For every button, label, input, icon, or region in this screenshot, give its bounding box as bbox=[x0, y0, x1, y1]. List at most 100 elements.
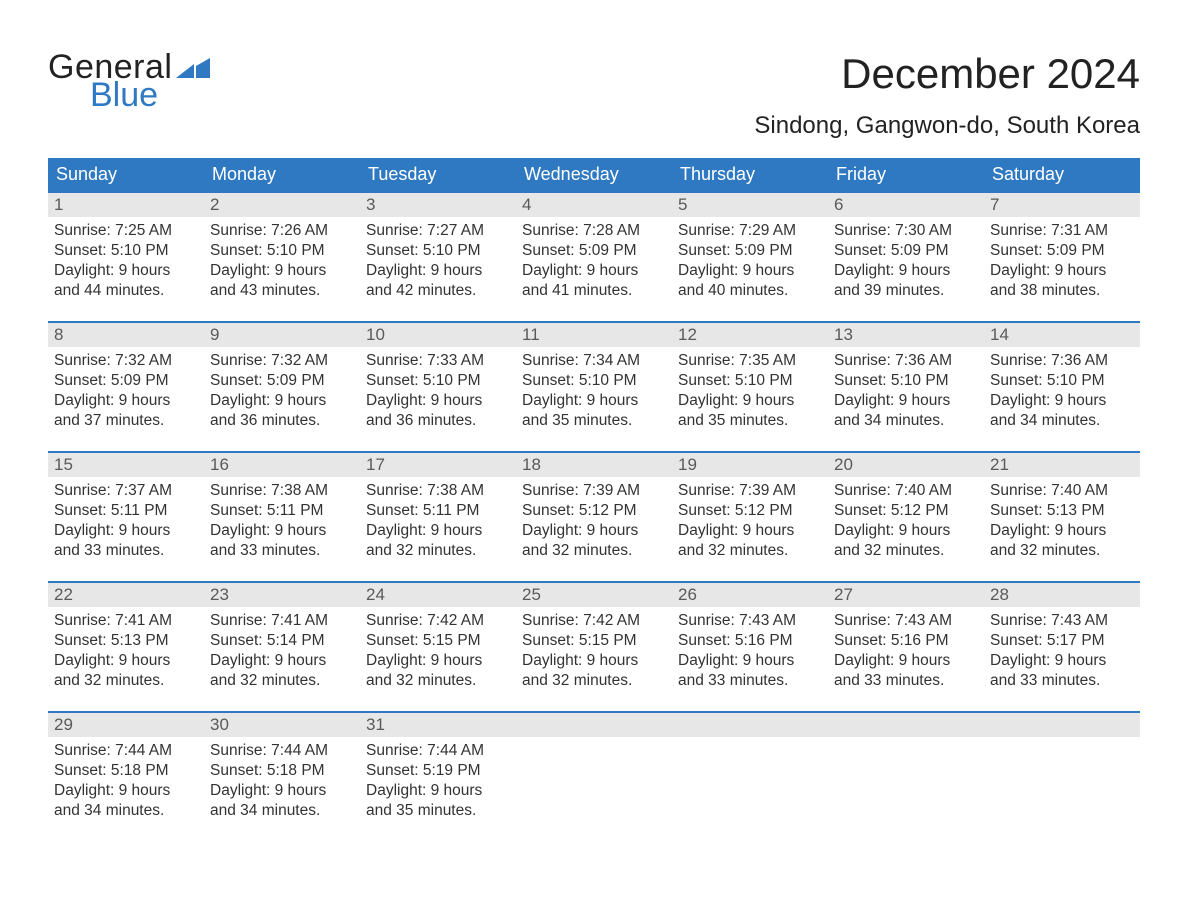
day-d1-line: Daylight: 9 hours bbox=[522, 261, 666, 281]
day-d1-line: Daylight: 9 hours bbox=[366, 391, 510, 411]
day-number: 9 bbox=[204, 323, 360, 347]
day-sunrise-line: Sunrise: 7:41 AM bbox=[54, 611, 198, 631]
day-sunrise-line: Sunrise: 7:41 AM bbox=[210, 611, 354, 631]
day-number: 4 bbox=[516, 193, 672, 217]
calendar-day-cell: 3Sunrise: 7:27 AMSunset: 5:10 PMDaylight… bbox=[360, 192, 516, 322]
day-d2-line: and 33 minutes. bbox=[834, 671, 978, 691]
day-d1-line: Daylight: 9 hours bbox=[366, 651, 510, 671]
day-sunrise-line: Sunrise: 7:42 AM bbox=[366, 611, 510, 631]
day-d2-line: and 32 minutes. bbox=[522, 541, 666, 561]
day-number: 2 bbox=[204, 193, 360, 217]
day-body: Sunrise: 7:29 AMSunset: 5:09 PMDaylight:… bbox=[672, 217, 828, 306]
day-sunset-line: Sunset: 5:13 PM bbox=[54, 631, 198, 651]
calendar-day-cell: 4Sunrise: 7:28 AMSunset: 5:09 PMDaylight… bbox=[516, 192, 672, 322]
day-sunset-line: Sunset: 5:10 PM bbox=[366, 241, 510, 261]
day-body: Sunrise: 7:41 AMSunset: 5:13 PMDaylight:… bbox=[48, 607, 204, 696]
day-body: Sunrise: 7:36 AMSunset: 5:10 PMDaylight:… bbox=[828, 347, 984, 436]
day-d2-line: and 35 minutes. bbox=[522, 411, 666, 431]
day-d2-line: and 33 minutes. bbox=[678, 671, 822, 691]
calendar-day-cell: 26Sunrise: 7:43 AMSunset: 5:16 PMDayligh… bbox=[672, 582, 828, 712]
calendar-day-cell: 11Sunrise: 7:34 AMSunset: 5:10 PMDayligh… bbox=[516, 322, 672, 452]
calendar-day-cell: 6Sunrise: 7:30 AMSunset: 5:09 PMDaylight… bbox=[828, 192, 984, 322]
day-number: 19 bbox=[672, 453, 828, 477]
day-header: Sunday bbox=[48, 158, 204, 192]
day-number: 31 bbox=[360, 713, 516, 737]
day-d1-line: Daylight: 9 hours bbox=[678, 391, 822, 411]
day-sunrise-line: Sunrise: 7:44 AM bbox=[210, 741, 354, 761]
day-d2-line: and 34 minutes. bbox=[54, 801, 198, 821]
day-d2-line: and 32 minutes. bbox=[990, 541, 1134, 561]
day-number: 16 bbox=[204, 453, 360, 477]
day-d1-line: Daylight: 9 hours bbox=[366, 781, 510, 801]
day-header: Saturday bbox=[984, 158, 1140, 192]
day-number: 24 bbox=[360, 583, 516, 607]
day-body: Sunrise: 7:26 AMSunset: 5:10 PMDaylight:… bbox=[204, 217, 360, 306]
day-sunset-line: Sunset: 5:19 PM bbox=[366, 761, 510, 781]
day-number: 15 bbox=[48, 453, 204, 477]
day-d1-line: Daylight: 9 hours bbox=[834, 521, 978, 541]
calendar-day-cell: 7Sunrise: 7:31 AMSunset: 5:09 PMDaylight… bbox=[984, 192, 1140, 322]
calendar-week-row: 8Sunrise: 7:32 AMSunset: 5:09 PMDaylight… bbox=[48, 322, 1140, 452]
day-sunrise-line: Sunrise: 7:25 AM bbox=[54, 221, 198, 241]
day-sunset-line: Sunset: 5:10 PM bbox=[366, 371, 510, 391]
day-number: 18 bbox=[516, 453, 672, 477]
day-sunrise-line: Sunrise: 7:27 AM bbox=[366, 221, 510, 241]
day-body: Sunrise: 7:39 AMSunset: 5:12 PMDaylight:… bbox=[516, 477, 672, 566]
calendar-day-cell: 8Sunrise: 7:32 AMSunset: 5:09 PMDaylight… bbox=[48, 322, 204, 452]
day-sunset-line: Sunset: 5:12 PM bbox=[522, 501, 666, 521]
calendar-day-cell: 5Sunrise: 7:29 AMSunset: 5:09 PMDaylight… bbox=[672, 192, 828, 322]
calendar-day-cell bbox=[984, 712, 1140, 841]
calendar-day-cell: 14Sunrise: 7:36 AMSunset: 5:10 PMDayligh… bbox=[984, 322, 1140, 452]
day-sunset-line: Sunset: 5:15 PM bbox=[366, 631, 510, 651]
day-sunrise-line: Sunrise: 7:34 AM bbox=[522, 351, 666, 371]
calendar-day-cell: 2Sunrise: 7:26 AMSunset: 5:10 PMDaylight… bbox=[204, 192, 360, 322]
page-title: December 2024 bbox=[754, 50, 1140, 98]
day-d2-line: and 32 minutes. bbox=[834, 541, 978, 561]
day-sunrise-line: Sunrise: 7:37 AM bbox=[54, 481, 198, 501]
calendar-week-row: 29Sunrise: 7:44 AMSunset: 5:18 PMDayligh… bbox=[48, 712, 1140, 841]
day-body: Sunrise: 7:42 AMSunset: 5:15 PMDaylight:… bbox=[516, 607, 672, 696]
logo: General Blue bbox=[48, 50, 210, 112]
day-number: 5 bbox=[672, 193, 828, 217]
day-d2-line: and 44 minutes. bbox=[54, 281, 198, 301]
day-sunrise-line: Sunrise: 7:40 AM bbox=[834, 481, 978, 501]
day-sunrise-line: Sunrise: 7:38 AM bbox=[210, 481, 354, 501]
day-body: Sunrise: 7:44 AMSunset: 5:18 PMDaylight:… bbox=[48, 737, 204, 826]
day-number: 22 bbox=[48, 583, 204, 607]
calendar-day-cell: 16Sunrise: 7:38 AMSunset: 5:11 PMDayligh… bbox=[204, 452, 360, 582]
location-subtitle: Sindong, Gangwon-do, South Korea bbox=[754, 112, 1140, 140]
day-body: Sunrise: 7:27 AMSunset: 5:10 PMDaylight:… bbox=[360, 217, 516, 306]
day-body: Sunrise: 7:25 AMSunset: 5:10 PMDaylight:… bbox=[48, 217, 204, 306]
calendar-day-cell: 19Sunrise: 7:39 AMSunset: 5:12 PMDayligh… bbox=[672, 452, 828, 582]
day-sunset-line: Sunset: 5:11 PM bbox=[366, 501, 510, 521]
day-sunset-line: Sunset: 5:09 PM bbox=[834, 241, 978, 261]
day-number: 26 bbox=[672, 583, 828, 607]
calendar-week-row: 15Sunrise: 7:37 AMSunset: 5:11 PMDayligh… bbox=[48, 452, 1140, 582]
day-sunset-line: Sunset: 5:09 PM bbox=[678, 241, 822, 261]
calendar-day-cell: 27Sunrise: 7:43 AMSunset: 5:16 PMDayligh… bbox=[828, 582, 984, 712]
calendar-day-cell: 30Sunrise: 7:44 AMSunset: 5:18 PMDayligh… bbox=[204, 712, 360, 841]
day-sunset-line: Sunset: 5:09 PM bbox=[522, 241, 666, 261]
day-d2-line: and 34 minutes. bbox=[210, 801, 354, 821]
day-sunset-line: Sunset: 5:10 PM bbox=[522, 371, 666, 391]
day-sunset-line: Sunset: 5:18 PM bbox=[210, 761, 354, 781]
day-sunrise-line: Sunrise: 7:44 AM bbox=[366, 741, 510, 761]
day-d1-line: Daylight: 9 hours bbox=[990, 261, 1134, 281]
calendar-day-cell: 15Sunrise: 7:37 AMSunset: 5:11 PMDayligh… bbox=[48, 452, 204, 582]
day-d1-line: Daylight: 9 hours bbox=[54, 391, 198, 411]
calendar-day-cell: 24Sunrise: 7:42 AMSunset: 5:15 PMDayligh… bbox=[360, 582, 516, 712]
day-number: 11 bbox=[516, 323, 672, 347]
day-d1-line: Daylight: 9 hours bbox=[990, 651, 1134, 671]
day-sunrise-line: Sunrise: 7:36 AM bbox=[834, 351, 978, 371]
day-body: Sunrise: 7:32 AMSunset: 5:09 PMDaylight:… bbox=[204, 347, 360, 436]
calendar-day-cell: 28Sunrise: 7:43 AMSunset: 5:17 PMDayligh… bbox=[984, 582, 1140, 712]
day-d1-line: Daylight: 9 hours bbox=[366, 521, 510, 541]
day-d2-line: and 36 minutes. bbox=[210, 411, 354, 431]
day-d1-line: Daylight: 9 hours bbox=[366, 261, 510, 281]
day-sunrise-line: Sunrise: 7:38 AM bbox=[366, 481, 510, 501]
day-body: Sunrise: 7:33 AMSunset: 5:10 PMDaylight:… bbox=[360, 347, 516, 436]
day-body: Sunrise: 7:42 AMSunset: 5:15 PMDaylight:… bbox=[360, 607, 516, 696]
day-d2-line: and 33 minutes. bbox=[990, 671, 1134, 691]
day-number: 7 bbox=[984, 193, 1140, 217]
day-sunrise-line: Sunrise: 7:36 AM bbox=[990, 351, 1134, 371]
